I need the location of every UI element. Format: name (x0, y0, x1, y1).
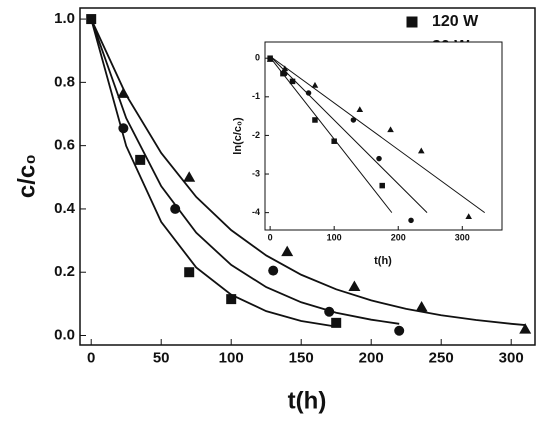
point (415, 301, 428, 312)
point (184, 267, 195, 278)
x-tick-label: 150 (289, 349, 314, 366)
y-tick-label: 0.8 (54, 73, 75, 90)
point (311, 81, 319, 88)
fit-line (90, 18, 337, 328)
y-tick-label: -3 (252, 168, 260, 178)
point (135, 154, 146, 165)
point (350, 117, 357, 123)
x-tick-label: 300 (455, 232, 470, 242)
point (379, 182, 385, 189)
y-tick-label: -2 (252, 130, 260, 140)
x-tick-label: 50 (153, 349, 170, 366)
y-tick-label: 0.4 (54, 200, 76, 217)
point (289, 78, 296, 85)
plot-frame (79, 7, 536, 346)
point (519, 323, 532, 334)
point (394, 325, 405, 336)
point (324, 306, 335, 317)
x-tick-label: 0 (268, 232, 273, 242)
y-tick-label: 0.2 (54, 263, 75, 280)
point (387, 126, 394, 133)
point (282, 70, 288, 77)
fit-line (269, 55, 485, 214)
point (226, 294, 237, 305)
point (170, 203, 181, 214)
point (312, 117, 318, 123)
point (331, 317, 342, 328)
y-tick-label: 0.0 (54, 326, 75, 343)
y-axis-label: c/c₀ (13, 154, 40, 198)
point (331, 138, 337, 144)
y-tick-label: -1 (252, 91, 260, 101)
plot-frame (264, 41, 503, 231)
y-tick-label: 1.0 (54, 10, 75, 27)
x-tick-label: 0 (87, 349, 95, 366)
point (183, 171, 196, 182)
x-tick-label: 200 (391, 232, 406, 242)
fit-line (90, 18, 400, 325)
fit-line (90, 18, 526, 326)
x-tick-label: 200 (359, 349, 384, 366)
point (376, 155, 382, 162)
point (117, 87, 130, 98)
point (417, 147, 425, 154)
legend-marker (406, 16, 418, 28)
x-tick-label: 300 (499, 349, 524, 366)
point (348, 280, 361, 291)
y-axis-label: ln(c/c₀) (232, 117, 244, 155)
point (281, 65, 289, 72)
point (408, 217, 414, 224)
x-axis-label: t(h) (374, 255, 392, 267)
point (356, 106, 364, 113)
y-tick-label: -4 (252, 207, 260, 217)
point (465, 213, 472, 219)
point (305, 90, 312, 96)
legend-label: 120 W (432, 13, 479, 30)
point (281, 245, 294, 257)
point (268, 265, 279, 276)
x-axis-label: t(h) (288, 387, 327, 414)
y-tick-label: 0 (255, 53, 260, 63)
y-tick-label: 0.6 (54, 137, 75, 154)
point (266, 56, 274, 62)
x-tick-label: 100 (219, 349, 244, 366)
x-tick-label: 100 (327, 232, 342, 242)
point (118, 123, 129, 134)
x-tick-label: 250 (429, 349, 454, 366)
fit-line (269, 55, 428, 213)
